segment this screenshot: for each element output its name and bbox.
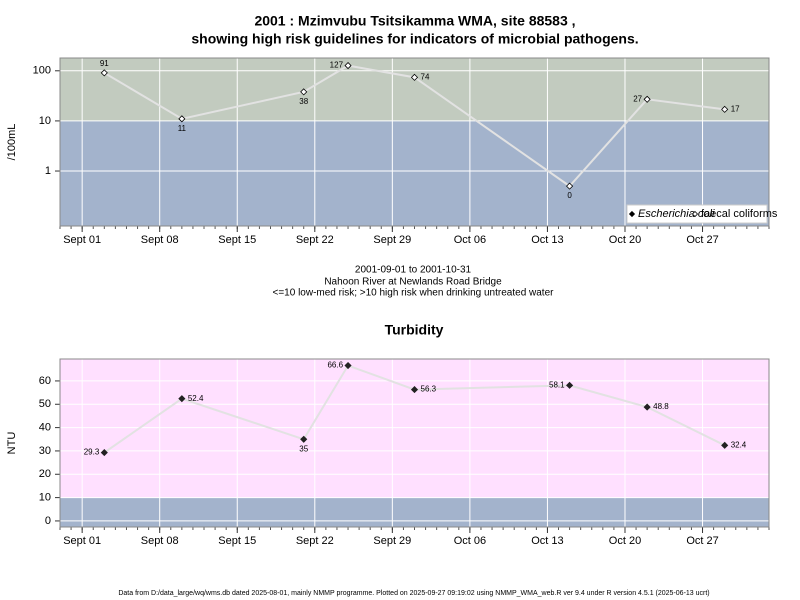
plot-frame — [59, 358, 770, 528]
y-tick-label: 0 — [45, 515, 51, 527]
point — [643, 403, 651, 411]
band-above — [60, 359, 769, 498]
x-tick-label: Sept 22 — [296, 234, 334, 246]
value-label: 27 — [633, 94, 642, 103]
y-axis-label: /100mL — [6, 124, 18, 161]
x-tick-label: Sept 15 — [218, 234, 256, 246]
point — [100, 449, 108, 457]
y-axis-label: NTU — [6, 432, 18, 455]
value-label: 56.3 — [421, 385, 437, 394]
band-above — [60, 58, 769, 121]
x-tick-label: Sept 08 — [141, 234, 179, 246]
x-tick-label: Oct 13 — [531, 234, 563, 246]
legend-label: faecal coliforms — [701, 208, 778, 220]
legend-label: Escherichia coli — [638, 208, 715, 220]
value-label: 29.3 — [84, 448, 100, 457]
value-label: 58.1 — [549, 380, 565, 389]
value-label: 74 — [421, 72, 430, 81]
chart-title: Turbidity — [385, 322, 444, 338]
x-tick-label: Oct 13 — [531, 535, 563, 547]
series-line — [103, 64, 725, 188]
y-tick-label: 40 — [39, 422, 51, 434]
x-tick-label: Oct 27 — [686, 535, 718, 547]
point — [410, 386, 419, 394]
x-tick-label: Oct 27 — [686, 234, 718, 246]
note: <=10 low-med risk; >10 high risk when dr… — [273, 288, 555, 299]
point — [344, 361, 352, 370]
point — [178, 395, 186, 403]
note: 2001-09-01 to 2001-10-31 — [355, 265, 472, 276]
legend-marker — [628, 210, 636, 218]
x-tick-label: Sept 08 — [141, 535, 179, 547]
value-label: 35 — [299, 444, 308, 453]
x-tick-label: Sept 29 — [373, 234, 411, 246]
y-tick-label: 1 — [45, 165, 51, 177]
point — [643, 95, 651, 103]
value-label: 11 — [178, 124, 187, 133]
point — [344, 62, 352, 70]
footer: Data from D:/data_large/wq/wms.db dated … — [118, 590, 709, 597]
value-label: 66.6 — [327, 361, 343, 370]
value-label: 32.4 — [731, 440, 747, 449]
value-label: 48.8 — [653, 402, 669, 411]
note: Nahoon River at Newlands Road Bridge — [324, 277, 502, 288]
point — [721, 441, 729, 449]
x-tick-label: Oct 06 — [454, 234, 486, 246]
point — [300, 435, 308, 443]
y-tick-label: 100 — [33, 65, 51, 77]
point — [566, 381, 574, 389]
y-tick-label: 10 — [39, 115, 51, 127]
point — [566, 182, 574, 190]
series-line — [103, 364, 726, 454]
point — [721, 105, 729, 113]
legend-marker — [691, 210, 699, 218]
y-tick-label: 10 — [39, 492, 51, 504]
x-tick-label: Sept 15 — [218, 535, 256, 547]
chart-title: showing high risk guidelines for indicat… — [191, 31, 638, 47]
point — [100, 69, 108, 77]
value-label: 17 — [731, 104, 740, 113]
y-tick-label: 60 — [39, 375, 51, 387]
point — [300, 88, 308, 96]
plot-frame — [59, 57, 770, 227]
band-below — [60, 497, 769, 527]
value-label: 52.4 — [188, 394, 204, 403]
y-tick-label: 20 — [39, 468, 51, 480]
point — [410, 73, 419, 81]
value-label: 38 — [299, 97, 308, 106]
x-tick-label: Sept 01 — [63, 234, 101, 246]
y-tick-label: 50 — [39, 398, 51, 410]
x-tick-label: Sept 29 — [373, 535, 411, 547]
y-tick-label: 30 — [39, 445, 51, 457]
point — [178, 115, 186, 123]
value-label: 0 — [567, 191, 572, 200]
x-tick-label: Sept 22 — [296, 535, 334, 547]
value-label: 127 — [330, 61, 344, 70]
x-tick-label: Oct 20 — [609, 234, 641, 246]
x-tick-label: Oct 06 — [454, 535, 486, 547]
x-tick-label: Oct 20 — [609, 535, 641, 547]
x-tick-label: Sept 01 — [63, 535, 101, 547]
value-label: 91 — [100, 59, 109, 68]
chart-title: 2001 : Mzimvubu Tsitsikamma WMA, site 88… — [254, 13, 575, 29]
